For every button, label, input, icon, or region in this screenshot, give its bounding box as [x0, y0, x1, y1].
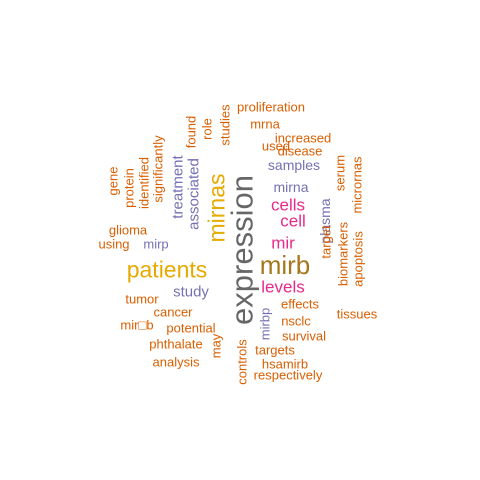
word: controls [234, 339, 250, 385]
word: significantly [150, 135, 166, 203]
word: targets [255, 342, 295, 358]
word: proliferation [237, 99, 305, 115]
word: tumor [125, 291, 159, 307]
word: found [183, 115, 199, 149]
word: role [199, 118, 215, 140]
word: disease [277, 143, 323, 159]
word: may [208, 333, 224, 359]
word: serum [332, 154, 348, 192]
word: patients [126, 256, 208, 283]
word: levels [261, 277, 305, 297]
word: increased [274, 130, 332, 146]
word: respectively [253, 367, 323, 383]
word: mirp [143, 236, 169, 252]
word: treatment [169, 155, 187, 219]
word: tissues [336, 306, 378, 322]
word: glioma [108, 222, 148, 238]
word: cell [280, 211, 306, 231]
word: mirna [273, 179, 309, 195]
word: identified [136, 156, 152, 210]
word: mirb [259, 250, 311, 280]
word: mir□b [120, 317, 154, 333]
word: hsamirb [261, 356, 309, 372]
word: expression [224, 175, 260, 325]
word: studies [217, 104, 233, 146]
word: used [261, 138, 291, 154]
word: phthalate [149, 336, 203, 352]
word: analysis [152, 354, 200, 370]
word: samples [267, 157, 321, 173]
word: mrna [250, 116, 280, 132]
word: target [318, 225, 334, 259]
word: potential [166, 320, 216, 336]
word: apoptosis [350, 231, 366, 287]
word: effects [280, 296, 320, 312]
word: cells [270, 195, 306, 215]
word: mirbp [257, 307, 273, 341]
word: survival [281, 328, 327, 344]
word: using [98, 236, 130, 252]
word: biomarkers [335, 221, 351, 287]
word: cancer [153, 304, 193, 320]
word: mirnas [203, 173, 230, 243]
word: gene [105, 166, 121, 196]
word: protein [121, 168, 137, 208]
word: mir [271, 233, 295, 253]
word: associated [185, 158, 203, 230]
word: nsclc [281, 313, 311, 329]
word: micrornas [349, 156, 365, 214]
word: study [173, 283, 209, 301]
